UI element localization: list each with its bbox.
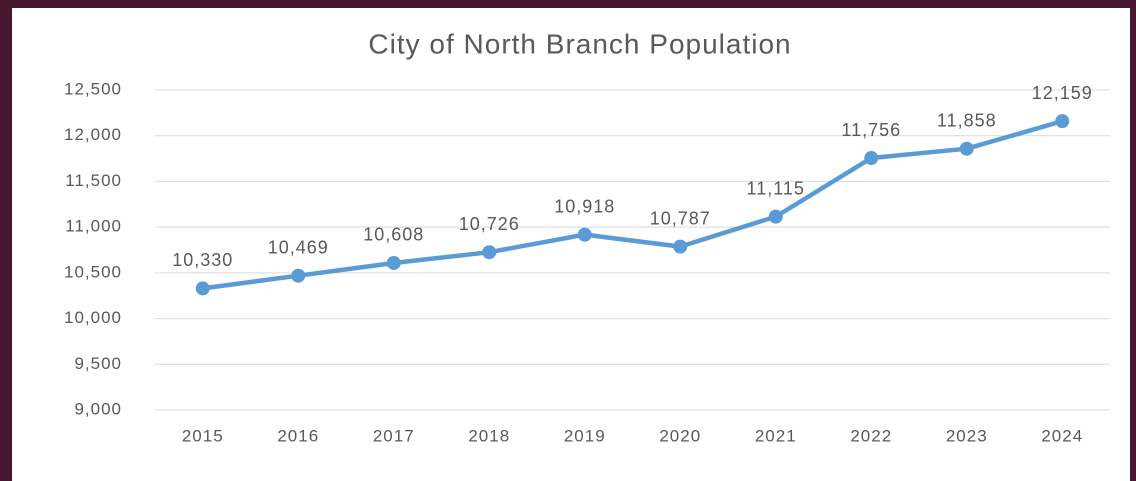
- data-label: 12,159: [1032, 83, 1093, 103]
- x-tick-label: 2018: [468, 426, 510, 445]
- data-label: 10,726: [459, 214, 520, 234]
- data-point: [1055, 114, 1070, 129]
- data-point: [291, 268, 306, 283]
- data-label: 10,608: [363, 225, 424, 245]
- y-tick-label: 10,000: [64, 308, 122, 327]
- x-tick-label: 2017: [373, 426, 415, 445]
- data-point: [195, 281, 210, 296]
- x-tick-label: 2020: [659, 426, 701, 445]
- x-tick-label: 2015: [182, 426, 224, 445]
- x-tick-label: 2022: [850, 426, 892, 445]
- data-label: 11,858: [937, 110, 997, 130]
- series-line: [202, 119, 1063, 291]
- data-label: 10,918: [554, 196, 615, 216]
- y-tick-label: 11,000: [65, 217, 122, 236]
- data-point: [768, 209, 783, 224]
- data-label: 11,115: [747, 178, 805, 198]
- data-point: [864, 151, 879, 166]
- x-tick-label: 2019: [564, 426, 606, 445]
- y-tick-label: 10,500: [64, 262, 122, 281]
- data-point: [959, 141, 974, 156]
- chart-panel: [12, 8, 1130, 481]
- data-point: [386, 255, 401, 270]
- y-tick-label: 12,000: [64, 125, 122, 144]
- data-label: 10,469: [268, 237, 329, 257]
- y-tick-label: 12,500: [64, 79, 122, 98]
- y-tick-label: 9,500: [74, 354, 122, 373]
- data-point: [673, 239, 688, 254]
- x-tick-label: 2016: [277, 426, 319, 445]
- data-label: 10,787: [650, 208, 711, 228]
- y-tick-label: 9,000: [74, 399, 122, 418]
- data-label: 10,330: [172, 250, 233, 270]
- chart-title: City of North Branch Population: [368, 28, 791, 59]
- data-point: [577, 227, 592, 242]
- x-tick-label: 2023: [946, 426, 988, 445]
- y-tick-label: 11,500: [65, 171, 122, 190]
- x-tick-label: 2021: [755, 426, 797, 445]
- x-tick-label: 2024: [1041, 426, 1083, 445]
- data-point: [482, 245, 497, 260]
- data-label: 11,756: [841, 120, 901, 140]
